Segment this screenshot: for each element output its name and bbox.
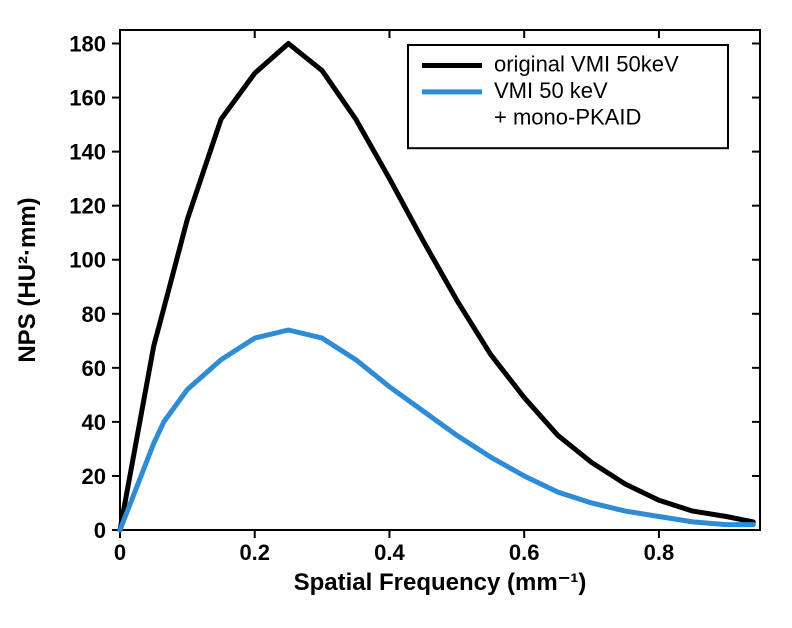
legend-label: + mono-PKAID xyxy=(494,104,641,129)
y-tick-label: 0 xyxy=(94,518,106,543)
legend-label: VMI 50 keV xyxy=(494,78,608,103)
nps-chart: 0 0.2 0.4 0.6 0.8 0 20 40 60 80 100 120 140 160 180 Spa… xyxy=(0,0,792,628)
y-tick-label: 60 xyxy=(82,356,106,381)
y-tick-label: 160 xyxy=(69,86,106,111)
legend-label: original VMI 50keV xyxy=(494,52,679,77)
y-tick-label: 120 xyxy=(69,194,106,219)
y-tick-label: 20 xyxy=(82,464,106,489)
x-tick-label: 0.6 xyxy=(509,540,540,565)
x-tick-label: 0 xyxy=(114,540,126,565)
x-axis-label: Spatial Frequency (mm⁻¹) xyxy=(294,569,587,596)
x-tick-label: 0.2 xyxy=(239,540,270,565)
y-tick-label: 180 xyxy=(69,32,106,57)
x-tick-label: 0.4 xyxy=(374,540,405,565)
y-tick-label: 140 xyxy=(69,140,106,165)
y-tick-label: 100 xyxy=(69,248,106,273)
y-axis-label: NPS (HU²·mm) xyxy=(14,197,41,362)
y-tick-label: 80 xyxy=(82,302,106,327)
y-tick-label: 40 xyxy=(82,410,106,435)
chart-svg: 0 0.2 0.4 0.6 0.8 0 20 40 60 80 100 120 140 160 180 Spa… xyxy=(0,0,792,628)
x-tick-label: 0.8 xyxy=(644,540,675,565)
